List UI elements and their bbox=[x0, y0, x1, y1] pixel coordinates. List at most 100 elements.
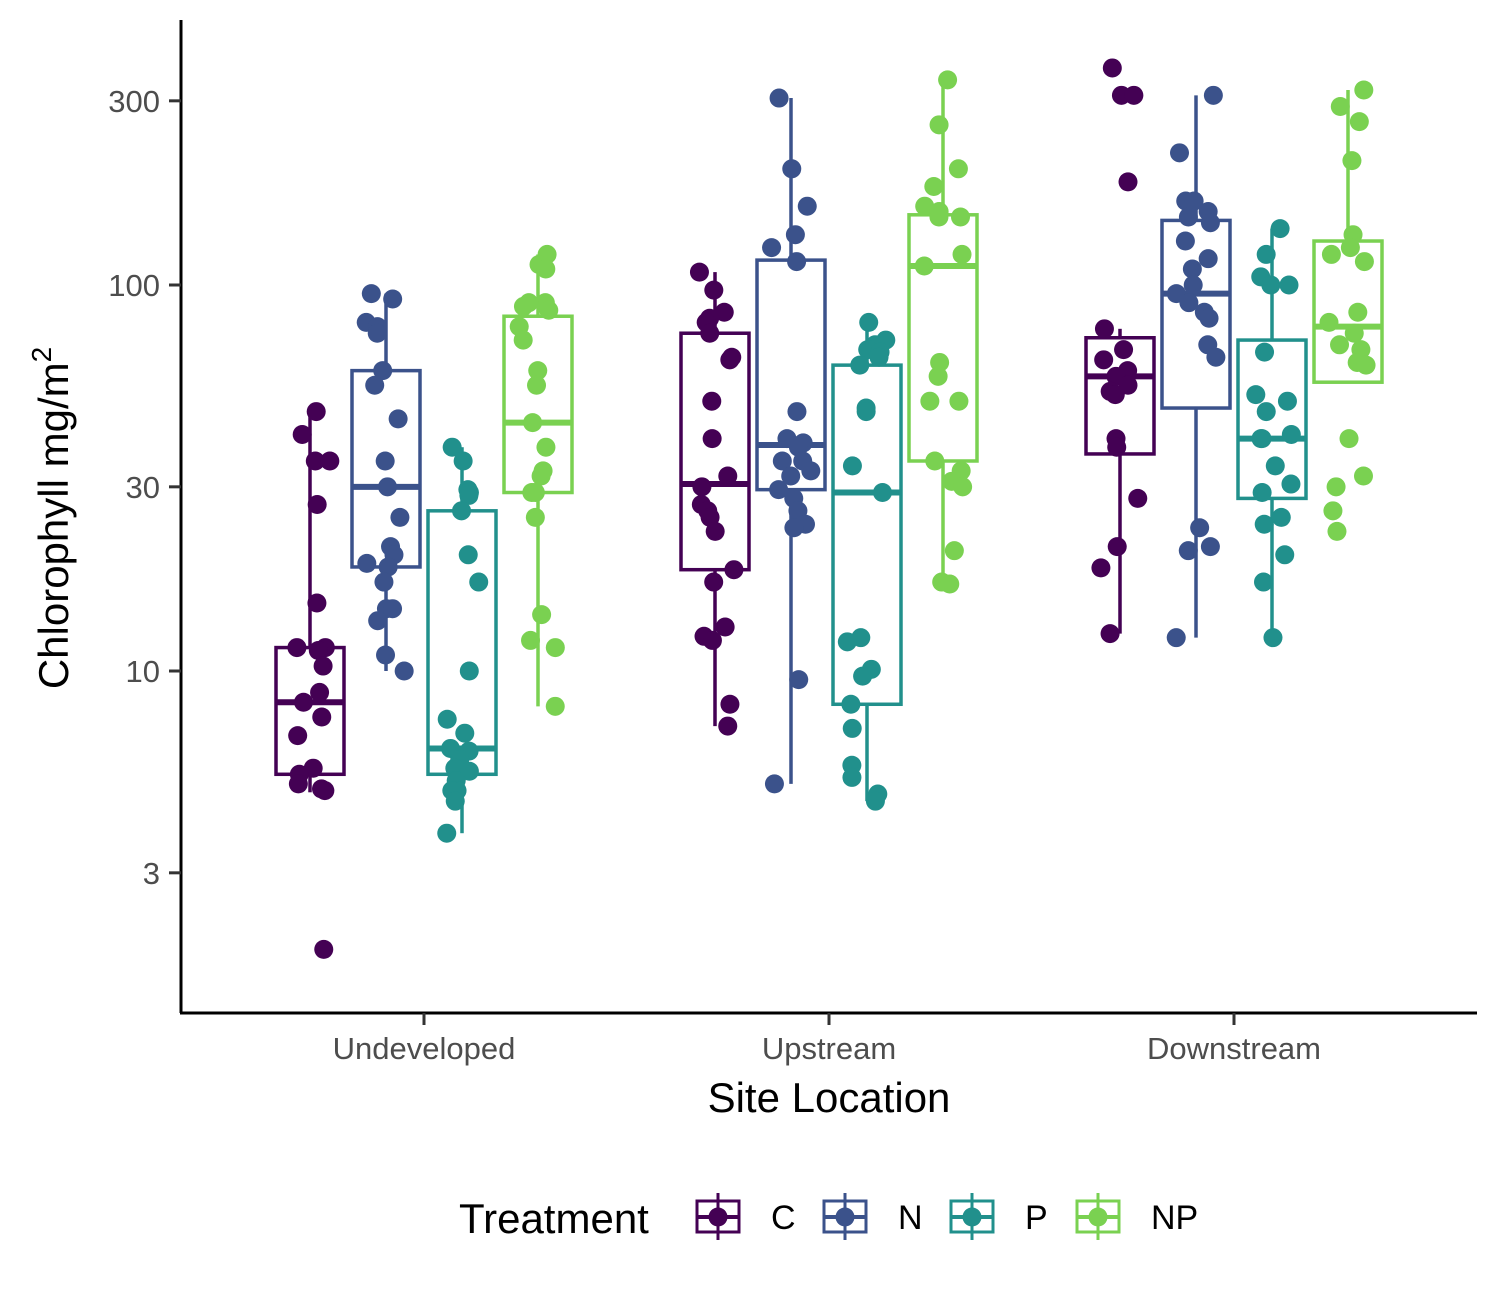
data-point bbox=[1348, 302, 1368, 322]
legend-label: C bbox=[771, 1199, 796, 1237]
data-point bbox=[1339, 429, 1359, 449]
data-point bbox=[525, 483, 545, 503]
data-point bbox=[458, 545, 478, 565]
data-point bbox=[528, 361, 548, 381]
data-point bbox=[390, 507, 410, 527]
data-point bbox=[469, 572, 489, 592]
data-point bbox=[789, 670, 809, 690]
data-point bbox=[1198, 249, 1218, 269]
data-point bbox=[1270, 219, 1290, 239]
data-point bbox=[940, 574, 960, 594]
data-point bbox=[1330, 97, 1350, 117]
data-point bbox=[1100, 624, 1120, 644]
data-point bbox=[781, 466, 801, 486]
data-point bbox=[842, 767, 862, 787]
data-point bbox=[1354, 252, 1374, 272]
data-point bbox=[388, 409, 408, 429]
legend-key-np: NP bbox=[1075, 1193, 1198, 1240]
data-point bbox=[1323, 501, 1343, 521]
box-n-downstream bbox=[1160, 95, 1232, 638]
data-point bbox=[532, 605, 552, 625]
data-point bbox=[1349, 112, 1369, 132]
data-point bbox=[1124, 85, 1144, 105]
x-tick-label: Downstream bbox=[1147, 1031, 1321, 1066]
data-point bbox=[288, 726, 308, 746]
data-point bbox=[842, 456, 862, 476]
data-point bbox=[1178, 207, 1198, 227]
data-point bbox=[787, 402, 807, 422]
box-np-upstream bbox=[907, 79, 979, 583]
plot-marks bbox=[274, 58, 1384, 959]
data-point bbox=[1178, 541, 1198, 561]
data-point bbox=[308, 641, 328, 661]
points-n bbox=[356, 85, 1226, 794]
data-point bbox=[1169, 143, 1189, 163]
data-point bbox=[453, 451, 473, 471]
legend-key-point bbox=[962, 1207, 982, 1227]
data-point bbox=[784, 518, 804, 538]
legend-label: P bbox=[1025, 1199, 1048, 1237]
data-point bbox=[718, 716, 738, 736]
data-point bbox=[841, 694, 861, 714]
data-point bbox=[1256, 244, 1276, 264]
data-point bbox=[437, 709, 457, 729]
data-point bbox=[442, 437, 462, 457]
legend-title: Treatment bbox=[459, 1195, 649, 1242]
data-point bbox=[1254, 514, 1274, 534]
data-point bbox=[1128, 488, 1148, 508]
data-point bbox=[1182, 259, 1202, 279]
data-point bbox=[1356, 355, 1376, 375]
data-point bbox=[692, 477, 712, 497]
y-tick-label: 100 bbox=[108, 268, 160, 303]
data-point bbox=[1094, 350, 1114, 370]
data-point bbox=[915, 196, 935, 216]
data-point bbox=[865, 791, 885, 811]
data-point bbox=[437, 823, 457, 843]
box-body bbox=[755, 258, 827, 492]
data-point bbox=[700, 323, 720, 343]
data-point bbox=[720, 350, 740, 370]
y-tick-label: 30 bbox=[126, 470, 160, 505]
legend: Treatment C N P NP bbox=[459, 1193, 1198, 1242]
data-point bbox=[1255, 342, 1275, 362]
data-point bbox=[1330, 335, 1350, 355]
data-point bbox=[314, 939, 334, 959]
x-tick-label: Upstream bbox=[762, 1031, 896, 1066]
data-point bbox=[853, 666, 873, 686]
data-point bbox=[929, 115, 949, 135]
data-point bbox=[1105, 385, 1125, 405]
data-point bbox=[378, 557, 398, 577]
data-point bbox=[1319, 312, 1339, 332]
data-point bbox=[872, 483, 892, 503]
data-point bbox=[536, 437, 556, 457]
data-point bbox=[1094, 319, 1114, 339]
data-point bbox=[525, 507, 545, 527]
data-point bbox=[850, 355, 870, 375]
data-point bbox=[762, 238, 782, 258]
legend-label: NP bbox=[1151, 1199, 1198, 1237]
data-point bbox=[702, 630, 722, 650]
data-point bbox=[1179, 293, 1199, 313]
data-point bbox=[930, 352, 950, 372]
data-point bbox=[394, 661, 414, 681]
data-point bbox=[539, 300, 559, 320]
data-point bbox=[920, 391, 940, 411]
data-point bbox=[312, 707, 332, 727]
data-point bbox=[787, 252, 807, 272]
x-tick-label: Undeveloped bbox=[333, 1031, 516, 1066]
data-point bbox=[1326, 477, 1346, 497]
data-point bbox=[315, 781, 335, 801]
data-point bbox=[950, 207, 970, 227]
data-point bbox=[704, 572, 724, 592]
data-point bbox=[953, 477, 973, 497]
data-point bbox=[1246, 385, 1266, 405]
data-point bbox=[531, 466, 551, 486]
data-point bbox=[383, 599, 403, 619]
legend-key-n: N bbox=[822, 1193, 923, 1240]
data-point bbox=[513, 330, 533, 350]
data-point bbox=[459, 485, 479, 505]
data-point bbox=[1281, 424, 1301, 444]
data-point bbox=[1102, 58, 1122, 78]
data-point bbox=[1118, 172, 1138, 192]
